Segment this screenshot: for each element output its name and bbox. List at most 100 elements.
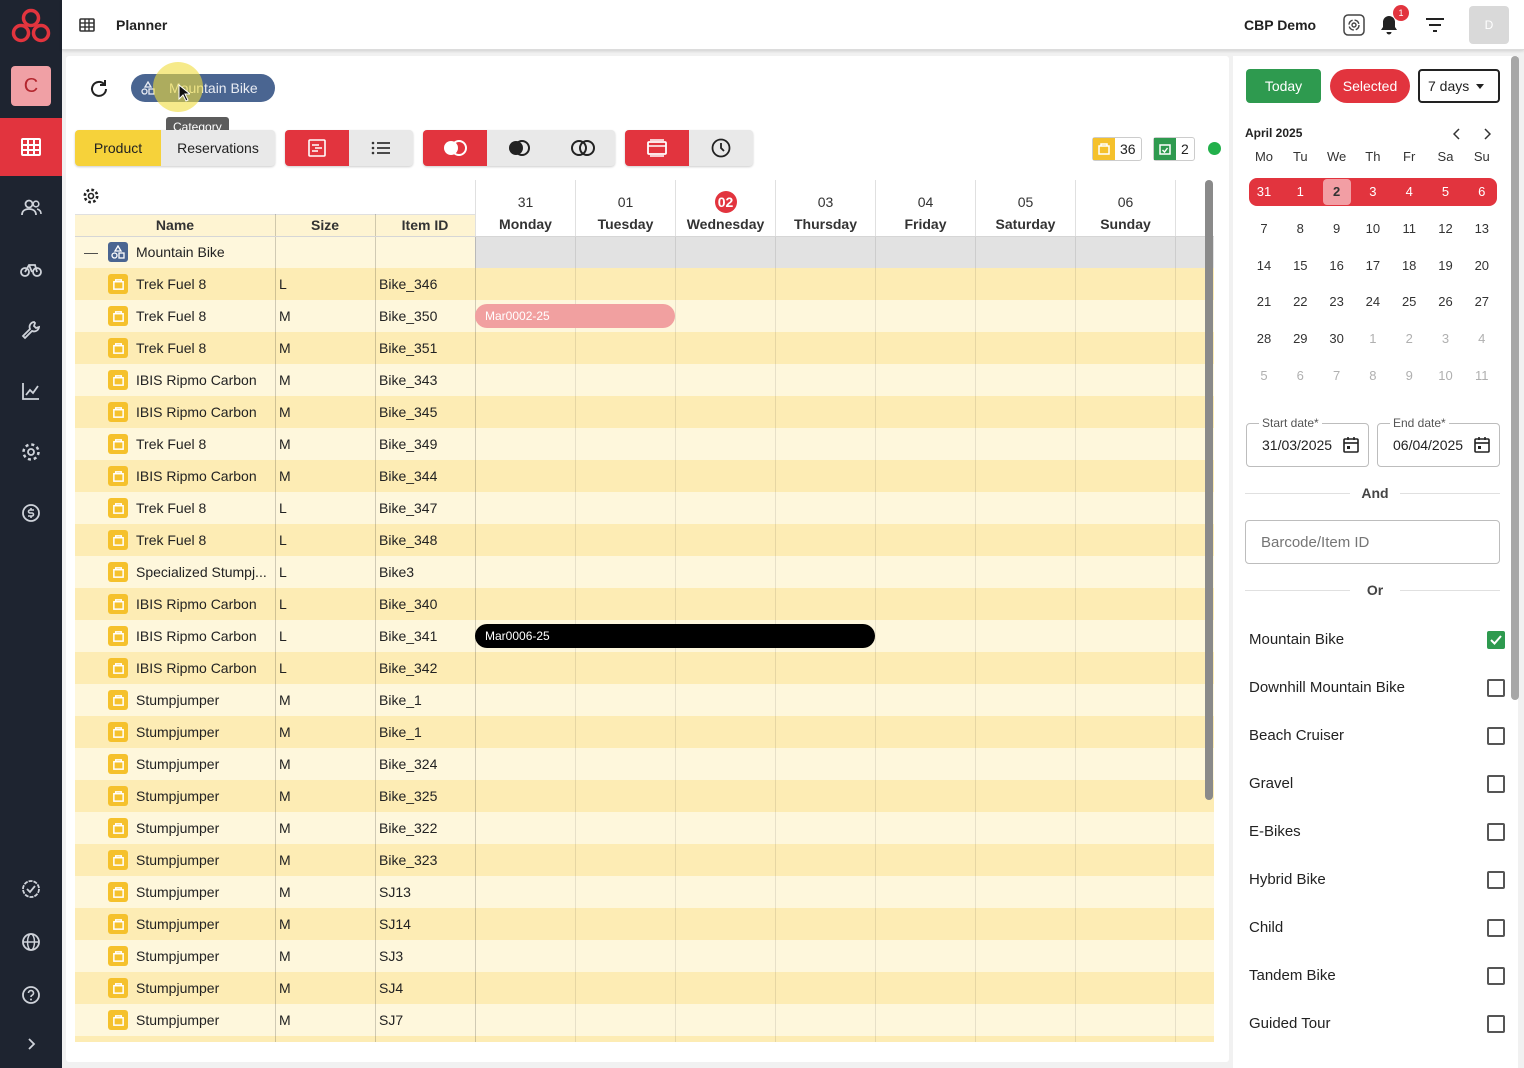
calendar-day[interactable]: 4	[1478, 331, 1486, 347]
category-checkbox[interactable]	[1487, 1015, 1505, 1033]
user-avatar[interactable]: D	[1469, 6, 1509, 44]
table-row[interactable]: IBIS Ripmo Carbon M Bike_343	[75, 364, 1214, 396]
calendar-day[interactable]: 5	[1260, 368, 1268, 383]
calendar-day[interactable]: 16	[1329, 257, 1344, 273]
calendar-day[interactable]: 24	[1365, 294, 1381, 310]
calendar-day[interactable]: 7	[1260, 220, 1268, 236]
right-panel-scrollbar[interactable]	[1511, 56, 1519, 700]
barcode-input[interactable]	[1245, 520, 1500, 564]
table-row[interactable]: Stumpjumper M SJ3	[75, 940, 1214, 972]
column-header-size[interactable]: Size	[310, 217, 339, 233]
sidebar-item-language[interactable]	[0, 913, 62, 971]
calendar-day[interactable]: 8	[1296, 220, 1304, 236]
calendar-day[interactable]: 10	[1365, 220, 1381, 236]
category-option[interactable]: Child	[1249, 913, 1505, 943]
calendar-day[interactable]: 30	[1329, 331, 1344, 347]
overlap-partial-button[interactable]	[487, 130, 551, 166]
calendar-day[interactable]: 29	[1293, 331, 1308, 347]
table-row[interactable]: IBIS Ripmo Carbon L Bike_342	[75, 652, 1214, 684]
sidebar-expand-button[interactable]	[0, 1015, 62, 1068]
hour-view-button[interactable]	[689, 130, 753, 166]
calendar-day[interactable]: 21	[1256, 294, 1272, 310]
sidebar-item-maintenance[interactable]	[0, 301, 62, 359]
nfc-scan-button[interactable]	[1342, 13, 1366, 37]
collapse-toggle[interactable]: —	[84, 244, 98, 260]
calendar-day[interactable]: 9	[1332, 220, 1341, 236]
sidebar-item-payments[interactable]	[0, 484, 62, 542]
reservation-bar[interactable]: Mar0006-25	[475, 624, 875, 648]
day-header[interactable]: 31 Monday	[475, 180, 575, 236]
category-option[interactable]: Hybrid Bike	[1249, 865, 1505, 895]
range-select[interactable]: 7 days	[1418, 69, 1500, 103]
calendar-day[interactable]: 20	[1474, 257, 1490, 273]
sidebar-item-customers[interactable]	[0, 179, 62, 237]
reservation-bar[interactable]: Mar0002-25	[475, 304, 675, 328]
table-row[interactable]: Stumpjumper M SJ14	[75, 908, 1214, 940]
sidebar-item-help[interactable]	[0, 966, 62, 1024]
table-row[interactable]: Stumpjumper M SJ13	[75, 876, 1214, 908]
category-option[interactable]: Beach Cruiser	[1249, 721, 1505, 751]
calendar-day[interactable]: 18	[1401, 257, 1417, 273]
sidebar-item-planner[interactable]	[0, 118, 62, 176]
category-checkbox[interactable]	[1487, 631, 1505, 649]
category-checkbox[interactable]	[1487, 823, 1505, 841]
day-header[interactable]: 02 Wednesday	[675, 180, 775, 236]
category-checkbox[interactable]	[1487, 919, 1505, 937]
calendar-day[interactable]: 23	[1329, 294, 1344, 310]
table-row[interactable]: Stumpjumper M SJ7	[75, 1004, 1214, 1036]
calendar-icon[interactable]	[1342, 436, 1360, 454]
calendar-day[interactable]: 17	[1365, 257, 1381, 273]
overlap-none-button[interactable]	[551, 130, 615, 166]
category-option[interactable]: Tandem Bike	[1249, 961, 1505, 991]
day-header[interactable]: 01 Tuesday	[575, 180, 675, 236]
calendar-day[interactable]: 5	[1441, 184, 1450, 199]
sidebar-item-settings[interactable]	[0, 423, 62, 481]
calendar-day[interactable]: 6	[1478, 184, 1486, 199]
refresh-icon[interactable]	[88, 78, 110, 100]
day-header[interactable]: 05 Saturday	[975, 180, 1075, 236]
column-header-item-id[interactable]: Item ID	[401, 217, 449, 233]
day-header[interactable]: 04 Friday	[875, 180, 975, 236]
table-row[interactable]: Stumpjumper M Bike_324	[75, 748, 1214, 780]
list-view-button[interactable]	[349, 130, 413, 166]
category-option[interactable]: E-Bikes	[1249, 817, 1505, 847]
tab-product[interactable]: Product	[75, 130, 161, 166]
sidebar-item-bikes[interactable]	[0, 240, 62, 298]
table-row[interactable]: Stumpjumper M SJ4	[75, 972, 1214, 1004]
calendar-day[interactable]: 14	[1256, 257, 1272, 273]
column-settings-icon[interactable]	[82, 187, 100, 205]
calendar-day[interactable]: 6	[1296, 368, 1304, 383]
sidebar-item-verified[interactable]	[0, 860, 62, 918]
day-header[interactable]: 03 Thursday	[775, 180, 875, 236]
category-option[interactable]: Guided Tour	[1249, 1009, 1505, 1039]
end-date-field[interactable]: End date* 06/04/2025	[1377, 416, 1500, 467]
calendar-day[interactable]: 11	[1402, 220, 1416, 236]
category-checkbox[interactable]	[1487, 679, 1505, 697]
category-option[interactable]: Downhill Mountain Bike	[1249, 673, 1505, 703]
calendar-next-button[interactable]	[1479, 126, 1495, 142]
table-row[interactable]: Stumpjumper M Bike_322	[75, 812, 1214, 844]
category-row[interactable]: — Mountain Bike	[75, 236, 1214, 268]
table-row[interactable]: Specialized Stumpj... L Bike3	[75, 556, 1214, 588]
table-row[interactable]: Stumpjumper M Bike_1	[75, 684, 1214, 716]
start-date-field[interactable]: Start date* 31/03/2025	[1246, 416, 1369, 467]
calendar-day[interactable]: 15	[1293, 257, 1308, 273]
day-view-button[interactable]	[625, 130, 689, 166]
calendar-day[interactable]: 12	[1438, 220, 1453, 236]
calendar-icon[interactable]	[1473, 436, 1491, 454]
calendar-prev-button[interactable]	[1449, 126, 1465, 142]
calendar-day[interactable]: 28	[1256, 331, 1272, 347]
tab-reservations[interactable]: Reservations	[161, 130, 275, 166]
calendar-day[interactable]: 26	[1438, 294, 1453, 310]
category-option[interactable]: Mountain Bike	[1249, 625, 1505, 655]
gantt-view-button[interactable]	[285, 130, 349, 166]
calendar-day[interactable]: 2	[1319, 179, 1355, 205]
calendar-day[interactable]: 3	[1369, 184, 1377, 199]
calendar-day[interactable]: 19	[1438, 257, 1453, 273]
calendar-day[interactable]: 3	[1441, 331, 1450, 347]
table-row[interactable]: IBIS Ripmo Carbon M Bike_344	[75, 460, 1214, 492]
calendar-day[interactable]: 1	[1369, 331, 1377, 347]
category-checkbox[interactable]	[1487, 775, 1505, 793]
day-header[interactable]: 06 Sunday	[1075, 180, 1175, 236]
column-header-name[interactable]: Name	[155, 217, 195, 233]
